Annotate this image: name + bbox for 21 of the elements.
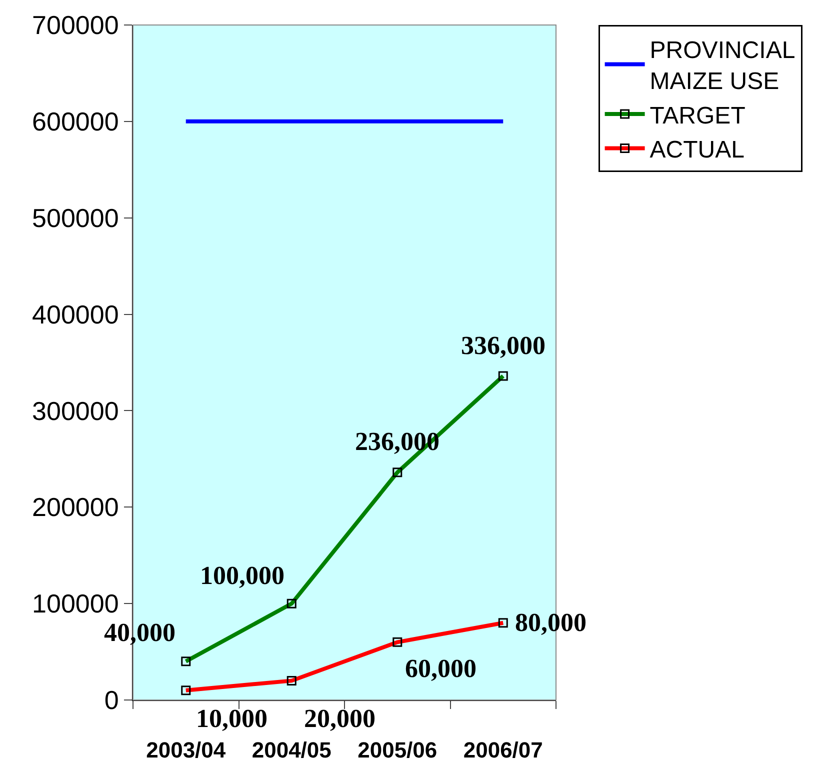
legend-label: ACTUAL [650,136,744,164]
y-tick-label: 0 [104,685,119,716]
y-tick-label: 700000 [32,10,119,40]
legend-label: TARGET [650,102,746,130]
x-tick-label: 2003/04 [146,737,226,762]
x-tick-label: 2005/06 [358,737,438,762]
x-tick-label: 2004/05 [252,737,332,762]
y-tick-label: 200000 [32,492,119,522]
y-tick-label: 400000 [32,299,119,330]
y-tick-label: 500000 [32,202,119,233]
y-tick-label: 100000 [32,588,119,619]
data-label: 10,000 [196,704,268,733]
data-label: 100,000 [200,561,284,590]
data-label: 60,000 [405,654,476,683]
data-label: 80,000 [515,608,586,637]
data-label: 336,000 [461,331,546,360]
y-tick-label: 600000 [32,106,119,137]
legend-label: PROVINCIAL MAIZE USE [650,36,796,96]
data-label: 20,000 [304,704,376,733]
x-tick-label: 2006/07 [463,737,543,762]
y-tick-label: 300000 [32,396,119,426]
